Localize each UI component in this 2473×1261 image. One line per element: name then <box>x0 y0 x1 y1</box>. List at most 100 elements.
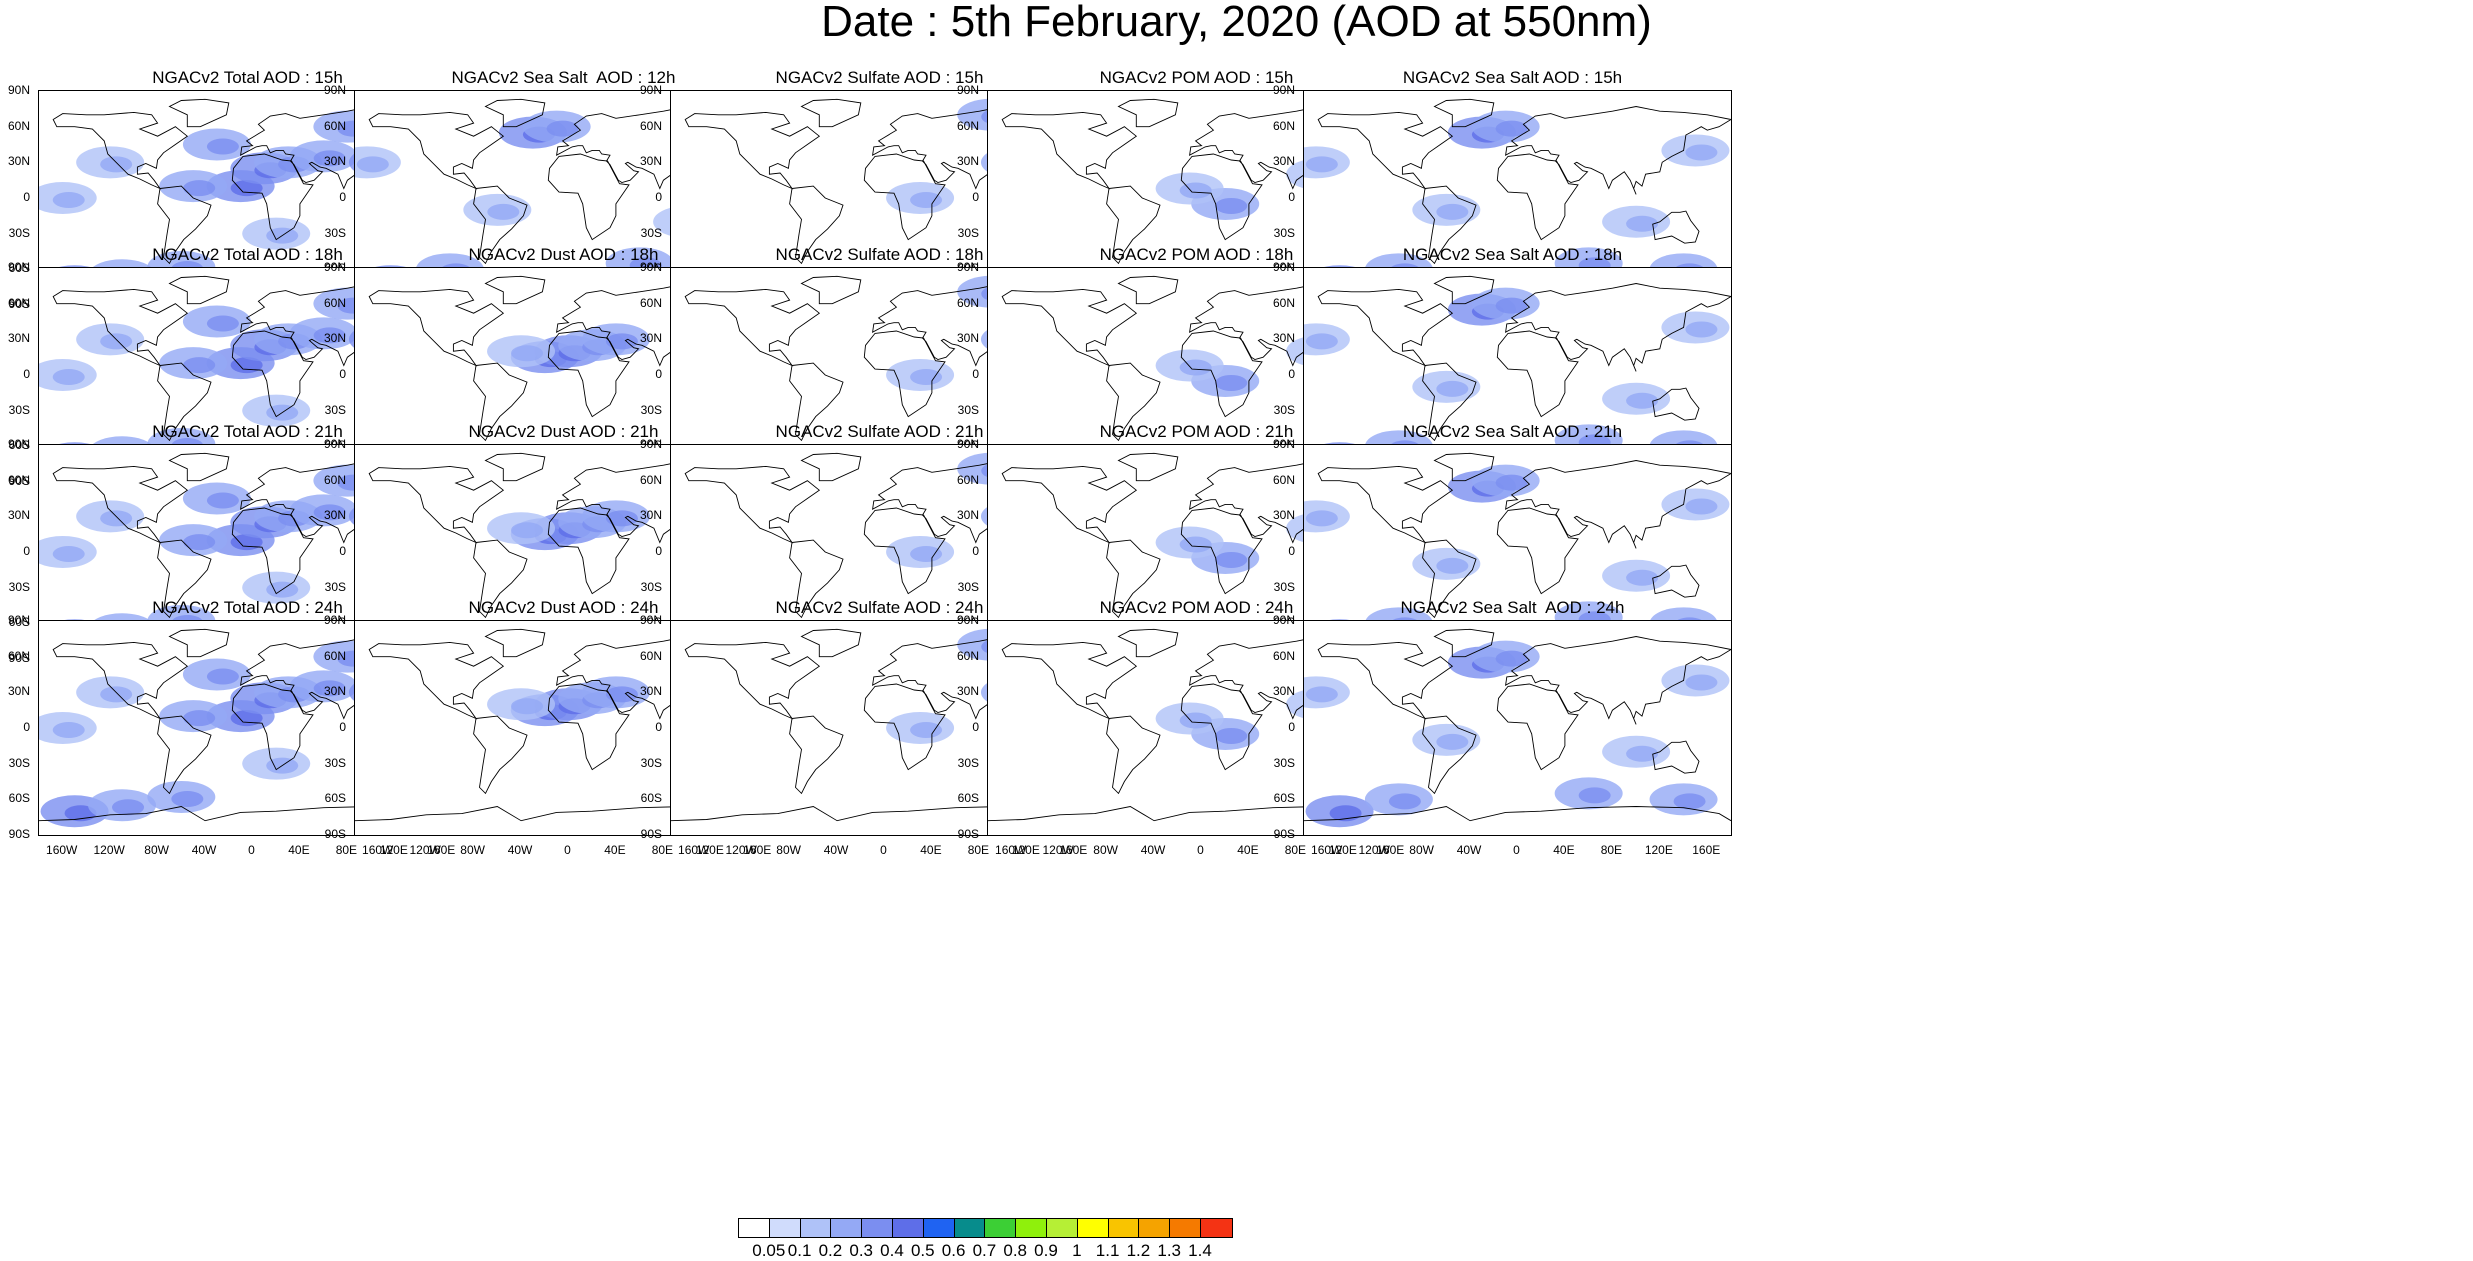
coastline-africa <box>1496 153 1579 241</box>
lon-tick-label: 160E <box>1059 843 1088 857</box>
lat-tick-label: 60S <box>1273 791 1295 806</box>
aod-patch <box>313 327 346 344</box>
lat-tick-label: 30S <box>1273 225 1295 240</box>
lat-tick-label: 0 <box>1288 190 1295 204</box>
lat-tick-label: 60N <box>639 295 662 310</box>
lat-tick-label: 60N <box>639 118 662 133</box>
lat-tick-label: 90N <box>956 437 979 451</box>
lat-tick-label: 0 <box>339 720 346 734</box>
lat-tick-label: 60S <box>8 261 30 276</box>
lat-tick-label: 30S <box>957 225 979 240</box>
lat-tick-label: 60N <box>956 648 979 663</box>
aod-patch <box>313 150 346 167</box>
coastline-southamerica <box>789 362 844 442</box>
lat-tick-label: 60S <box>957 791 979 806</box>
colorbar-swatch <box>739 1219 770 1237</box>
lat-tick-label: 30N <box>323 684 346 699</box>
coastline-africa <box>863 683 946 771</box>
aod-patch <box>910 722 943 738</box>
lon-tick-label: 120W <box>93 843 125 857</box>
panel-title: NGACv2 Sulfate AOD : 15h <box>775 68 984 87</box>
aod-patch <box>605 333 638 350</box>
panel-title: NGACv2 Total AOD : 18h <box>152 245 343 264</box>
aod-patch <box>605 686 638 703</box>
lat-tick-label: 90N <box>1272 83 1295 97</box>
lat-tick-label: 30N <box>639 508 662 523</box>
colorbar-swatch <box>1046 1219 1078 1237</box>
lon-tick-label: 160E <box>427 843 456 857</box>
coastline-africa <box>863 330 946 418</box>
lon-tick-label: 80E <box>335 843 358 857</box>
coastline-africa <box>1180 683 1263 771</box>
lon-tick-label: 40W <box>507 843 533 857</box>
lon-tick-label: 0 <box>1513 843 1520 857</box>
lon-tick-label: 160W <box>46 843 78 857</box>
lat-tick-label: 30N <box>7 331 30 346</box>
lon-tick-label: 120E <box>1011 843 1040 857</box>
colorbar-swatch <box>1016 1219 1047 1237</box>
lat-tick-label: 30N <box>323 508 346 523</box>
lat-tick-label: 60S <box>640 791 662 806</box>
colorbar-tick-label: 0.7 <box>972 1241 997 1260</box>
lat-tick-label: 30N <box>7 508 30 523</box>
colorbar-swatch <box>862 1219 893 1237</box>
world-map <box>1304 628 1731 828</box>
lat-tick-label: 30S <box>640 755 662 770</box>
lon-tick-label: 0 <box>880 843 887 857</box>
lat-tick-label: 30S <box>957 402 979 417</box>
lat-tick-label: 90N <box>7 613 30 627</box>
aod-patch <box>487 203 520 220</box>
panel-title: NGACv2 POM AOD : 24h <box>1099 598 1294 617</box>
lon-tick-label: 40E <box>288 843 310 857</box>
aod-patch <box>910 369 943 385</box>
coastline-eurasia <box>1505 106 1731 195</box>
aod-patch <box>230 710 263 727</box>
coastline-greenland <box>1117 628 1179 658</box>
panel-title: NGACv2 Dust AOD : 21h <box>468 422 659 441</box>
lon-tick-label: 0 <box>1197 843 1204 857</box>
lon-tick-label: 40E <box>1553 843 1575 857</box>
coastline-greenland <box>800 452 862 482</box>
aod-patch <box>206 492 239 509</box>
lat-tick-label: 30N <box>1272 508 1295 523</box>
panel-title: NGACv2 Total AOD : 21h <box>152 422 343 441</box>
colorbar-swatch <box>1139 1219 1171 1237</box>
aod-patch <box>1685 674 1718 691</box>
coastline-southamerica <box>1422 362 1477 442</box>
lon-tick-label: 80W <box>1093 843 1118 857</box>
lat-tick-label: 90N <box>639 83 662 97</box>
lat-tick-label: 30S <box>957 579 979 594</box>
lat-tick-label: 90N <box>1272 260 1295 274</box>
lon-tick-label: 40W <box>1140 843 1166 857</box>
aod-patch <box>52 546 85 562</box>
lat-tick-label: 60N <box>1272 295 1295 310</box>
lat-tick-label: 30N <box>1272 684 1295 699</box>
lon-tick-label: 120W <box>725 843 757 857</box>
coastline-northamerica <box>52 465 189 544</box>
lat-tick-label: 30S <box>8 225 30 240</box>
coastline-greenland <box>800 275 862 305</box>
lat-tick-label: 60N <box>7 295 30 310</box>
coastline-africa <box>863 507 946 595</box>
colorbar-swatch <box>985 1219 1017 1237</box>
panel-title: NGACv2 Dust AOD : 24h <box>468 598 659 617</box>
colorbar-tick-label: 1.3 <box>1157 1241 1181 1260</box>
panel-title: NGACv2 Sea Salt AOD : 15h <box>1402 68 1623 87</box>
coastline-greenland <box>1433 275 1495 305</box>
aod-patch <box>313 504 346 521</box>
lat-tick-label: 90N <box>7 83 30 97</box>
lat-tick-label: 60S <box>8 615 30 630</box>
aod-patch <box>910 546 943 562</box>
aod-patch <box>206 138 239 155</box>
coastline-southamerica <box>1422 715 1477 795</box>
lat-tick-label: 0 <box>339 190 346 204</box>
lon-tick-label: 120E <box>695 843 724 857</box>
coastline-northamerica <box>52 288 189 367</box>
lat-tick-label: 30S <box>1273 755 1295 770</box>
colorbar-swatch <box>892 1219 924 1237</box>
aod-patch <box>1305 156 1338 173</box>
lon-tick-label: 80W <box>144 843 169 857</box>
coastline-greenland <box>168 628 230 658</box>
colorbar-swatch <box>923 1219 955 1237</box>
coastline-africa <box>1496 507 1579 595</box>
